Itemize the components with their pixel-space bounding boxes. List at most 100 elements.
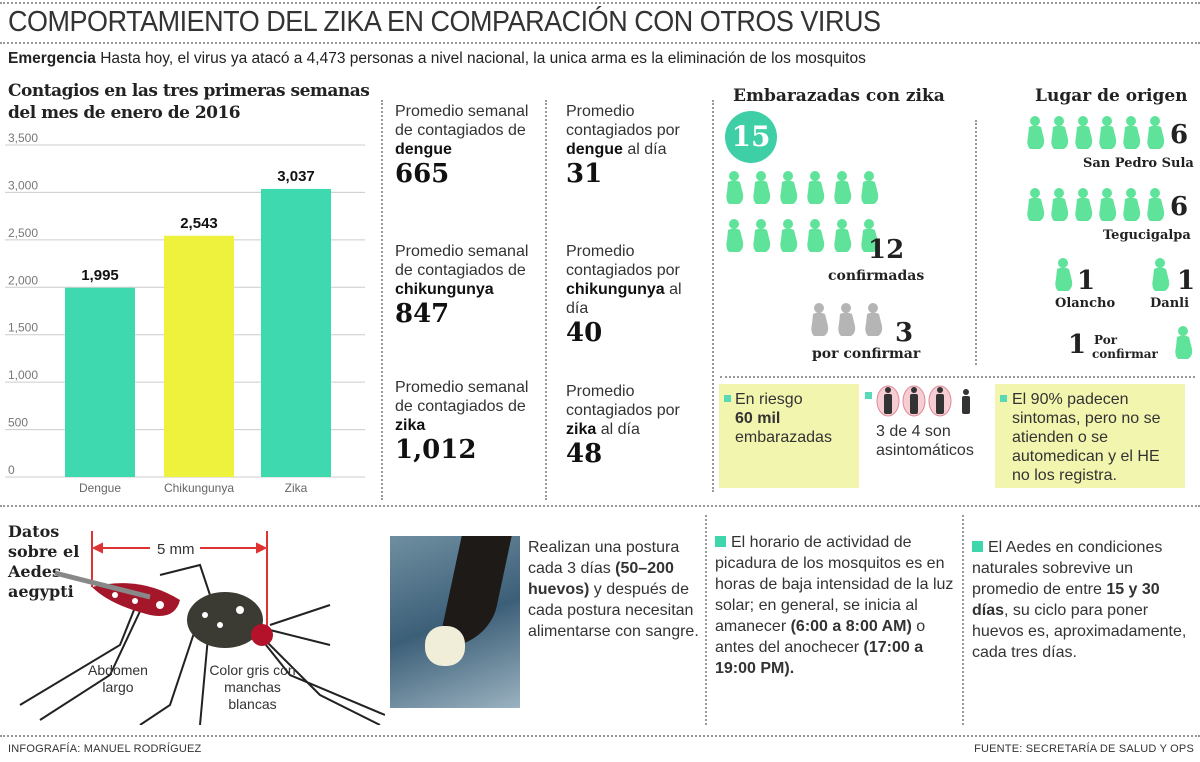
confirmed-count: 12	[868, 235, 905, 265]
stat-virus: chikungunya	[566, 281, 665, 298]
abdomen-label: Abdomen largo	[88, 662, 148, 695]
lifespan-text: El Aedes en condiciones naturales sobrev…	[972, 537, 1197, 663]
pregnant-woman-icon	[1121, 187, 1141, 223]
pregnant-woman-icon	[1150, 257, 1170, 293]
total-badge: 15	[725, 111, 777, 163]
pregnant-woman-icon	[1025, 115, 1045, 151]
data-label: 3,037	[277, 168, 315, 185]
stat-label-text: Promedio semanal de contagiados de	[395, 103, 529, 139]
credit: INFOGRAFÍA: MANUEL RODRÍGUEZ	[8, 743, 202, 755]
origin-name: San Pedro Sula	[1083, 156, 1194, 171]
schedule-text-part: o antes del anochecer	[715, 618, 926, 656]
origin-pending-count: 1	[1068, 330, 1087, 360]
x-tick-label: Zika	[285, 481, 308, 495]
symptoms-text: El 90% padecen sintomas, pero no se atie…	[1012, 391, 1161, 484]
y-tick-label: 3,500	[8, 131, 38, 145]
daily-average: Promedio contagiados por zika al día 48	[566, 382, 706, 469]
subtitle: Emergencia Hasta hoy, el virus ya atacó …	[8, 50, 866, 68]
pending-label: por confirmar	[812, 346, 921, 362]
pregnant-woman-icon	[863, 302, 883, 338]
pregnant-woman-icon	[1173, 325, 1193, 361]
stat-label-text: Promedio contagiados por	[566, 243, 680, 279]
schedule-text-bold: (6:00 a 8:00 AM)	[790, 618, 912, 635]
stat-virus: dengue	[395, 141, 452, 158]
chart-title-line: del mes de enero de 2016	[8, 103, 241, 123]
mosquito-illustration: 5 mm	[19, 531, 385, 725]
y-tick-label: 1,000	[8, 368, 38, 382]
x-tick-label: Dengue	[79, 481, 121, 495]
x-tick-label: Chikungunya	[164, 481, 234, 495]
pregnant-woman-icon	[1097, 187, 1117, 223]
origin-name: Danli	[1150, 296, 1190, 311]
data-label: 1,995	[81, 267, 119, 284]
asymptomatic-text: 3 de 4 son asintomáticos	[876, 423, 974, 459]
weekly-average: Promedio semanal de contagiados de zika 1…	[395, 378, 535, 465]
origin-count: 1	[1077, 266, 1096, 296]
stat-label: Promedio contagiados por chikungunya al …	[566, 242, 706, 318]
y-tick-label: 500	[8, 416, 28, 430]
stat-value: 31	[566, 159, 603, 189]
divider	[962, 515, 964, 725]
y-tick-label: 0	[8, 463, 15, 477]
stat-label-text: Promedio contagiados por	[566, 103, 680, 139]
stat-label-text: al día	[622, 141, 667, 158]
pregnant-woman-icon	[1025, 187, 1045, 223]
risk-value: 60 mil	[735, 410, 781, 427]
bullet-icon	[972, 541, 983, 552]
divider	[0, 42, 1200, 44]
origin-heading: Lugar de origen	[1035, 86, 1188, 106]
pregnant-woman-icon	[832, 218, 852, 254]
stat-label-text: Promedio semanal de contagiados de	[395, 243, 529, 279]
source: FUENTE: SECRETARÍA DE SALUD Y OPS	[974, 743, 1194, 755]
stat-label-text: Promedio semanal de contagiados de	[395, 379, 529, 415]
divider	[0, 735, 1200, 737]
pregnant-woman-icon	[1073, 115, 1093, 151]
daily-average: Promedio contagiados por chikungunya al …	[566, 242, 706, 348]
risk-box: En riesgo 60 mil embarazadas	[719, 384, 859, 488]
pregnant-woman-icon	[805, 170, 825, 206]
y-tick-label: 2,000	[8, 273, 38, 287]
stat-label: Promedio contagiados por dengue al día	[566, 102, 706, 159]
origin-pending-label-2: confirmar	[1092, 347, 1158, 361]
pending-count: 3	[895, 318, 914, 348]
risk-text: embarazadas	[735, 429, 832, 446]
stat-label: Promedio contagiados por zika al día	[566, 382, 706, 439]
divider	[545, 100, 547, 500]
pregnant-woman-icon	[859, 170, 879, 206]
schedule-text-part: El horario de actividad de picadura de l…	[715, 534, 954, 635]
origin-count: 6	[1170, 192, 1189, 222]
pregnant-heading: Embarazadas con zika	[733, 86, 945, 106]
eggs-text: Realizan una postura cada 3 días (50–200…	[528, 537, 703, 642]
person-infected-icon	[928, 385, 952, 417]
eggs-cluster	[425, 626, 465, 666]
risk-text: En riesgo	[735, 391, 803, 408]
size-label: 5 mm	[157, 541, 195, 558]
origin-pending-label-1: Por	[1094, 333, 1118, 347]
divider	[0, 505, 1200, 507]
stat-label: Promedio semanal de contagiados de dengu…	[395, 102, 535, 159]
y-tick-label: 1,500	[8, 321, 38, 335]
bullet-icon	[724, 395, 731, 402]
pregnant-woman-icon	[836, 302, 856, 338]
color-label: Color gris con manchas blancas	[209, 662, 296, 712]
stat-value: 48	[566, 439, 603, 469]
pregnant-woman-icon	[724, 170, 744, 206]
origin-name: Olancho	[1055, 296, 1116, 311]
divider	[975, 120, 977, 365]
stat-value: 40	[566, 318, 603, 348]
y-tick-label: 2,500	[8, 226, 38, 240]
pregnant-woman-icon	[1073, 187, 1093, 223]
subtitle-text: Hasta hoy, el virus ya atacó a 4,473 per…	[95, 50, 866, 67]
stat-value: 847	[395, 299, 450, 329]
pregnant-woman-icon	[1053, 257, 1073, 293]
pregnant-woman-icon	[1049, 115, 1069, 151]
pregnant-woman-icon	[778, 170, 798, 206]
pregnant-woman-icon	[1145, 115, 1165, 151]
chart-title-line: Contagios en las tres primeras semanas	[8, 81, 370, 101]
person-infected-icon	[876, 385, 900, 417]
origin-name: Tegucigalpa	[1103, 228, 1191, 243]
stat-virus: dengue	[566, 141, 623, 158]
aedes-heading: Datos sobre el Aedes aegypti	[8, 522, 80, 601]
bullet-icon	[1000, 395, 1007, 402]
stat-label: Promedio semanal de contagiados de zika	[395, 378, 535, 435]
